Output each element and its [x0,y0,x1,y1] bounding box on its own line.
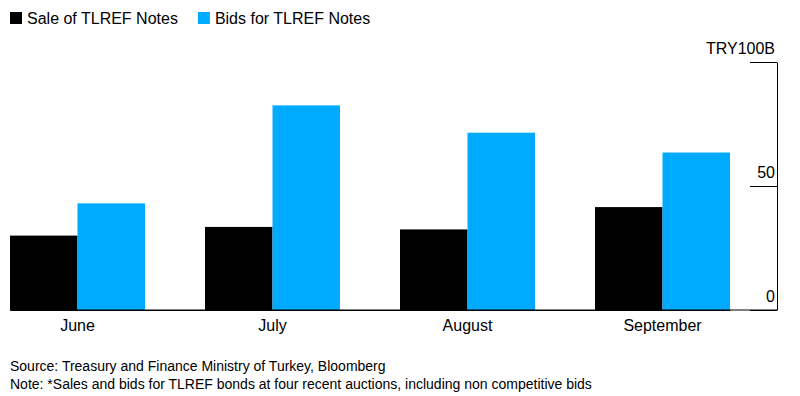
bar [663,153,731,310]
x-axis: June July August September [11,310,731,334]
bar [10,236,78,310]
x-tick: August [443,310,493,334]
bar [595,207,663,310]
bar [78,203,146,310]
y-tick: TRY100B [706,40,777,63]
legend: Sale of TLREF Notes Bids for TLREF Notes [10,10,370,27]
y-tick: 50 [750,164,777,187]
y-axis: 0 50 TRY100B [706,40,778,311]
x-tick: July [258,310,286,334]
y-tick-line [750,62,777,63]
legend-label: Bids for TLREF Notes [215,10,370,27]
y-tick-line [750,310,777,311]
x-tick: September [623,310,702,334]
source: Source: Treasury and Finance Ministry of… [10,358,386,374]
legend-swatch [10,12,22,24]
bars [10,105,730,310]
bar [205,227,273,310]
x-tick-label: September [623,317,702,334]
bar [468,133,536,310]
y-tick-label: TRY100B [706,40,775,57]
note: Note: *Sales and bids for TLREF bonds at… [10,376,592,392]
y-axis-line [777,63,778,311]
baseline [10,310,777,311]
x-tick-label: July [258,317,286,334]
legend-swatch [198,12,210,24]
x-axis-line [11,310,731,311]
bar [273,105,341,310]
legend-label: Sale of TLREF Notes [27,10,178,27]
x-tick-label: June [60,317,95,334]
y-tick-line [750,186,777,187]
y-tick-label: 0 [766,288,775,305]
x-tick: June [60,310,95,334]
y-tick: 0 [750,288,777,311]
y-tick-label: 50 [757,164,775,181]
bar [400,229,468,310]
x-tick-label: August [443,317,493,334]
chart: June July August September 0 50 TRY100B Sale of… [0,0,800,396]
